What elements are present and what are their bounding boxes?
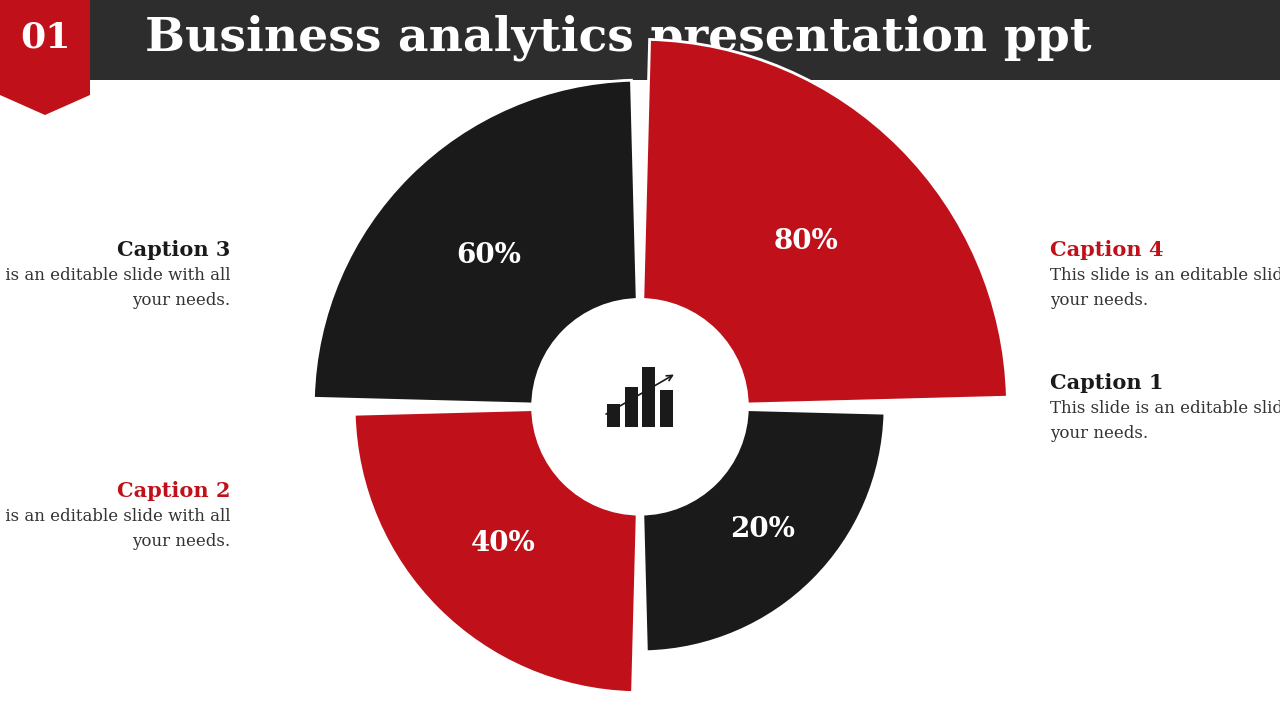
Bar (607, 404, 621, 427)
Wedge shape (643, 40, 1007, 404)
Text: This slide is an editable slide with all
your needs.: This slide is an editable slide with all… (0, 267, 230, 309)
Text: This slide is an editable slide with all
your needs.: This slide is an editable slide with all… (0, 508, 230, 550)
Bar (643, 367, 655, 427)
Text: 80%: 80% (773, 228, 838, 255)
Text: Caption 1: Caption 1 (1050, 373, 1164, 393)
Circle shape (531, 298, 749, 516)
Bar (0, 0, 1280, 80)
Text: Caption 2: Caption 2 (116, 481, 230, 501)
Text: 01: 01 (19, 21, 70, 55)
Wedge shape (355, 410, 637, 693)
Text: Caption 4: Caption 4 (1050, 240, 1164, 260)
Text: 60%: 60% (456, 242, 521, 269)
Bar (659, 390, 673, 427)
Text: 20%: 20% (730, 516, 795, 543)
Wedge shape (314, 80, 637, 404)
Text: Business analytics presentation ppt: Business analytics presentation ppt (145, 14, 1092, 61)
Text: Caption 3: Caption 3 (116, 240, 230, 260)
Polygon shape (0, 0, 90, 115)
Bar (625, 387, 637, 427)
Text: This slide is an editable slide with all
your needs.: This slide is an editable slide with all… (1050, 267, 1280, 309)
Text: This slide is an editable slide with all
your needs.: This slide is an editable slide with all… (1050, 400, 1280, 442)
Wedge shape (643, 410, 884, 652)
Text: 40%: 40% (471, 530, 535, 557)
